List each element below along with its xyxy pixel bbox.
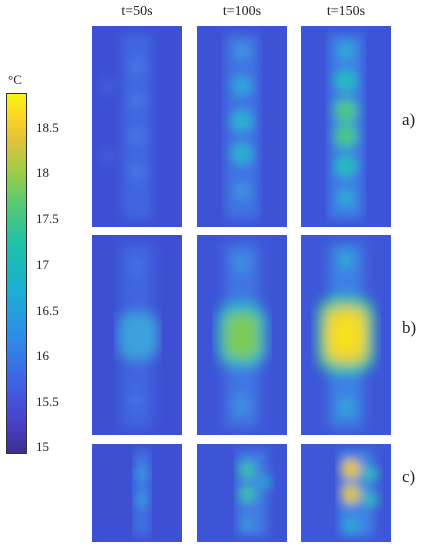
colorbar-tick: 17.5 — [36, 211, 59, 226]
thermal-panel-c-t150 — [301, 444, 391, 542]
thermal-panel-b-t100 — [197, 235, 287, 435]
colorbar-tick: 17 — [36, 257, 49, 272]
colorbar-tick: 15 — [36, 439, 49, 454]
colorbar-tick: 15.5 — [36, 394, 59, 409]
row-label-c: c) — [402, 467, 416, 486]
row-label-b: b) — [402, 318, 417, 337]
column-label-t50: t=50s — [121, 4, 153, 19]
colorbar — [6, 93, 27, 454]
thermal-panel-a-t150 — [301, 26, 391, 227]
colorbar-tick: 18.5 — [36, 120, 59, 135]
thermal-panel-a-t100 — [197, 26, 287, 227]
thermal-panel-c-t50 — [92, 444, 182, 542]
colorbar-tick: 16 — [36, 348, 49, 363]
row-label-a: a) — [402, 110, 416, 129]
thermal-panel-c-t100 — [197, 444, 287, 542]
thermal-panel-b-t150 — [301, 235, 391, 435]
thermal-panel-b-t50 — [92, 235, 182, 435]
thermal-panel-a-t50 — [92, 26, 182, 227]
column-label-t150: t=150s — [326, 4, 366, 19]
colorbar-tick: 18 — [36, 165, 49, 180]
column-label-t100: t=100s — [222, 4, 262, 19]
colorbar-tick: 16.5 — [36, 303, 59, 318]
colorbar-unit: °C — [8, 72, 22, 87]
